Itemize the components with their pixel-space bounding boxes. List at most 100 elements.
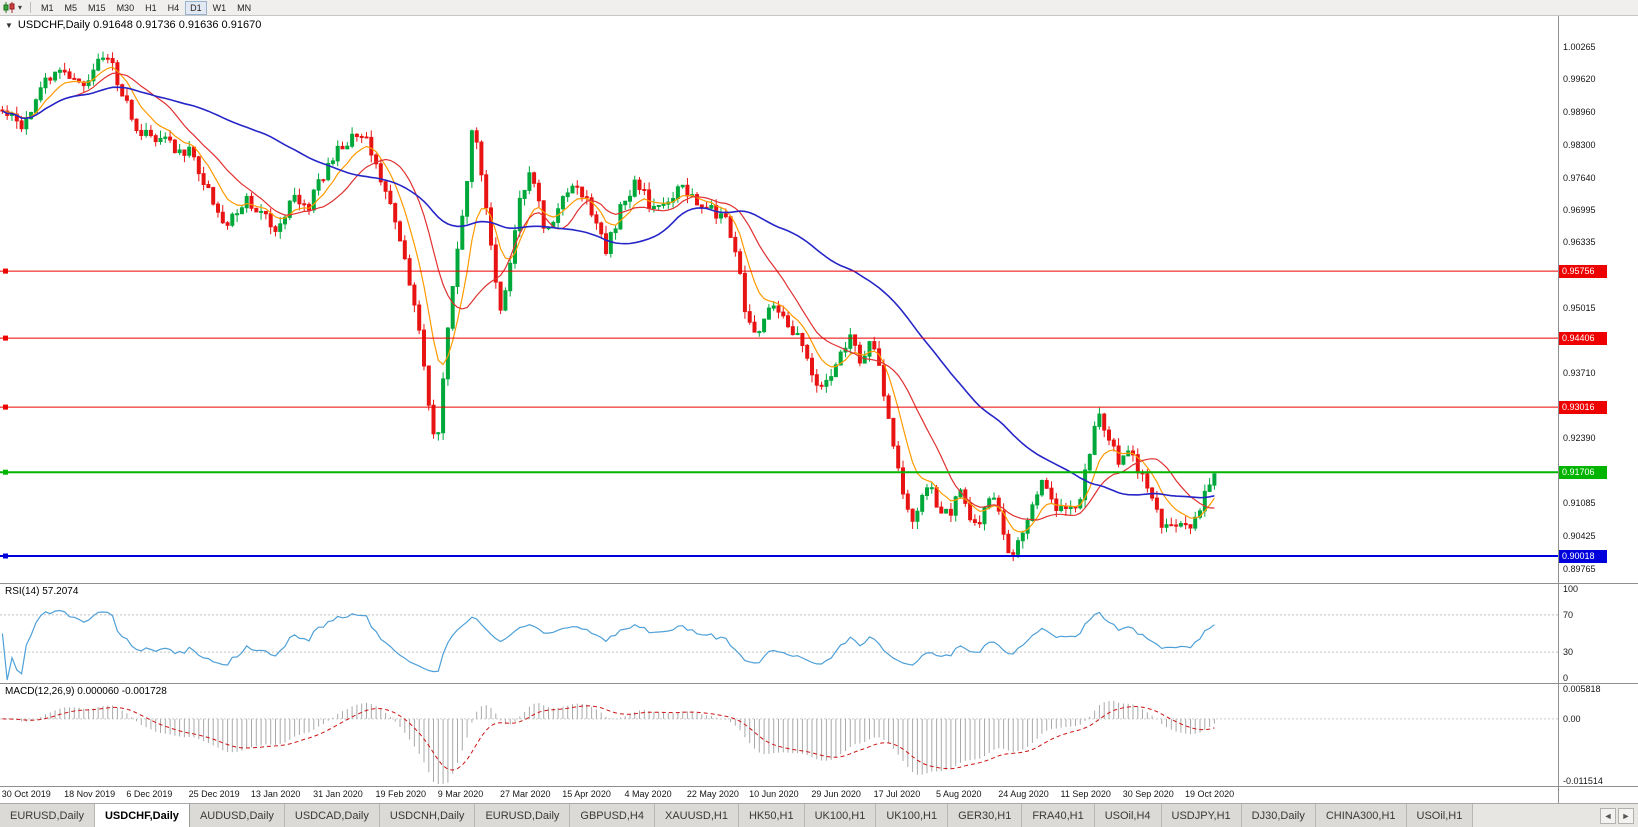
chart-tab-xauusd-h1[interactable]: XAUUSD,H1 — [654, 804, 739, 827]
date-axis-label: 11 Sep 2020 — [1060, 789, 1111, 799]
axis-corner — [1558, 787, 1638, 803]
date-axis-label: 31 Jan 2020 — [313, 789, 363, 799]
rsi-axis[interactable]: 100 70 30 0 — [1558, 584, 1638, 683]
macd-label: MACD(12,26,9) 0.000060 -0.001728 — [5, 686, 167, 697]
rsi-panel: RSI(14) 57.2074 100 70 30 0 — [0, 583, 1638, 683]
chart-tab-usoil-h1[interactable]: USOil,H1 — [1406, 804, 1474, 827]
price-axis-label: 0.91085 — [1563, 497, 1596, 508]
timeframe-button-m5[interactable]: M5 — [60, 1, 83, 15]
moving-average-line-50 — [2, 86, 1215, 499]
price-axis-label: 0.90425 — [1563, 530, 1596, 541]
chart-tab-usdcad-daily[interactable]: USDCAD,Daily — [284, 804, 380, 827]
chart-tab-hk50-h1[interactable]: HK50,H1 — [738, 804, 805, 827]
chart-tabs-bar: EURUSD,Daily USDCHF,Daily AUDUSD,Daily USDC… — [0, 803, 1638, 827]
chart-tabs: EURUSD,Daily USDCHF,Daily AUDUSD,Daily USDC… — [0, 804, 1596, 827]
main-chart-canvas[interactable]: ▼ USDCHF,Daily 0.91648 0.91736 0.91636 0… — [0, 16, 1558, 583]
ohlc-text: USDCHF,Daily 0.91648 0.91736 0.91636 0.9… — [17, 19, 262, 31]
timeframe-button-m15[interactable]: M15 — [83, 1, 111, 15]
chart-tab-gbpusd-h4[interactable]: GBPUSD,H4 — [570, 804, 655, 827]
date-axis-label: 6 Dec 2019 — [126, 789, 173, 799]
level-handle — [3, 335, 8, 341]
moving-average-line-8 — [2, 66, 1215, 533]
chart-tab-china300-h1[interactable]: CHINA300,H1 — [1315, 804, 1407, 827]
macd-axis[interactable]: 0.005818 0.00 -0.011514 — [1558, 684, 1638, 786]
chart-type-dropdown-caret-icon[interactable]: ▾ — [18, 2, 23, 12]
chart-workspace: ▼ USDCHF,Daily 0.91648 0.91736 0.91636 0… — [0, 16, 1638, 803]
date-axis-label: 9 Mar 2020 — [437, 789, 484, 799]
price-level-tag: 0.94406 — [1559, 332, 1607, 346]
date-axis-label: 19 Feb 2020 — [375, 789, 426, 799]
price-axis-label: 0.99620 — [1563, 74, 1596, 85]
chart-tab-dj30-daily[interactable]: DJ30,Daily — [1241, 804, 1316, 827]
macd-axis-label: -0.011514 — [1563, 776, 1603, 786]
price-axis-label: 0.92390 — [1563, 433, 1596, 444]
level-handle — [3, 268, 8, 274]
timeframe-button-h1[interactable]: H1 — [140, 1, 162, 15]
rsi-axis-label: 70 — [1563, 609, 1574, 620]
timeframe-button-m30[interactable]: M30 — [112, 1, 140, 15]
rsi-axis-label: 30 — [1563, 647, 1574, 658]
chart-tab-fra40-h1[interactable]: FRA40,H1 — [1022, 804, 1095, 827]
date-axis-label: 27 Mar 2020 — [500, 789, 551, 799]
date-axis-label: 24 Aug 2020 — [998, 789, 1049, 799]
price-axis-label: 0.96995 — [1563, 204, 1596, 215]
date-axis-label: 18 Nov 2019 — [64, 789, 116, 799]
date-axis-label: 13 Jan 2020 — [250, 789, 301, 799]
rsi-canvas[interactable]: RSI(14) 57.2074 — [0, 584, 1558, 683]
timeframe-button-h4[interactable]: H4 — [163, 1, 185, 15]
price-level-tag: 0.95756 — [1559, 265, 1607, 279]
date-axis-label: 4 May 2020 — [624, 789, 672, 799]
chart-type-icon[interactable] — [3, 2, 16, 13]
chart-tab-audusd-daily[interactable]: AUDUSD,Daily — [189, 804, 285, 827]
date-axis-label: 30 Oct 2019 — [1, 789, 51, 799]
chart-tab-ger30-h1[interactable]: GER30,H1 — [948, 804, 1023, 827]
macd-panel: MACD(12,26,9) 0.000060 -0.001728 0.00581… — [0, 683, 1638, 786]
price-level-tag: 0.93016 — [1559, 401, 1607, 415]
macd-canvas[interactable]: MACD(12,26,9) 0.000060 -0.001728 — [0, 684, 1558, 786]
date-axis-label: 10 Jun 2020 — [749, 789, 799, 799]
price-axis-label: 0.95015 — [1563, 302, 1596, 313]
tabs-scroll-left-icon[interactable]: ◄ — [1600, 807, 1616, 824]
moving-average-line-16 — [2, 72, 1215, 521]
price-axis-label: 1.00265 — [1563, 42, 1596, 53]
chart-tab-eurusd-daily[interactable]: EURUSD,Daily — [475, 804, 571, 827]
candles — [0, 51, 1217, 562]
macd-signal-line — [2, 705, 1215, 771]
date-axis-label: 22 May 2020 — [686, 789, 739, 799]
date-axis-label: 29 Jun 2020 — [811, 789, 861, 799]
chart-tab-eurusd-daily[interactable]: EURUSD,Daily — [0, 804, 95, 827]
level-handle — [3, 553, 8, 559]
chart-tab-uk100-h1[interactable]: UK100,H1 — [876, 804, 949, 827]
chart-tab-usoil-h4[interactable]: USOil,H4 — [1094, 804, 1162, 827]
chart-info-line: ▼ USDCHF,Daily 0.91648 0.91736 0.91636 0… — [5, 19, 261, 31]
date-axis-label: 5 Aug 2020 — [935, 789, 982, 799]
chart-tab-usdchf-daily[interactable]: USDCHF,Daily — [94, 804, 190, 827]
macd-axis-label: 0.00 — [1563, 713, 1581, 724]
price-axis-label: 0.96335 — [1563, 237, 1596, 248]
date-axis-label: 15 Apr 2020 — [562, 789, 611, 799]
main-chart-panel: ▼ USDCHF,Daily 0.91648 0.91736 0.91636 0… — [0, 16, 1638, 583]
price-axis-label: 0.98960 — [1563, 106, 1596, 117]
tabs-scroll-right-icon[interactable]: ► — [1618, 807, 1634, 824]
rsi-line — [1, 609, 1215, 681]
price-axis[interactable]: 1.00265 0.99620 0.98960 0.98300 0.97640 0.969… — [1558, 16, 1638, 583]
chart-info-collapse-icon[interactable]: ▼ — [5, 20, 13, 30]
price-axis-label: 0.93710 — [1563, 367, 1596, 378]
date-axis-label: 19 Oct 2020 — [1185, 789, 1235, 799]
timeframe-button-m1[interactable]: M1 — [36, 1, 59, 15]
date-axis[interactable]: 30 Oct 2019 18 Nov 2019 6 Dec 2019 25 Dec 2… — [0, 787, 1558, 803]
rsi-axis-label: 100 — [1563, 584, 1579, 594]
timeframe-button-d1[interactable]: D1 — [185, 0, 207, 15]
rsi-axis-label: 0 — [1563, 673, 1569, 683]
chart-tab-usdcnh-daily[interactable]: USDCNH,Daily — [379, 804, 476, 827]
chart-tab-usdjpy-h1[interactable]: USDJPY,H1 — [1161, 804, 1242, 827]
price-axis-label: 0.97640 — [1563, 172, 1596, 183]
timeframe-button-mn[interactable]: MN — [232, 1, 256, 15]
macd-axis-label: 0.005818 — [1563, 684, 1601, 694]
chart-tab-uk100-h1[interactable]: UK100,H1 — [804, 804, 877, 827]
timeframe-button-w1[interactable]: W1 — [208, 1, 232, 15]
timeframe-buttons: M1 M5 M15 M30 H1 H4 D1 W1 MN — [36, 0, 256, 15]
price-axis-label: 0.89765 — [1563, 563, 1596, 574]
level-handle — [3, 404, 8, 410]
